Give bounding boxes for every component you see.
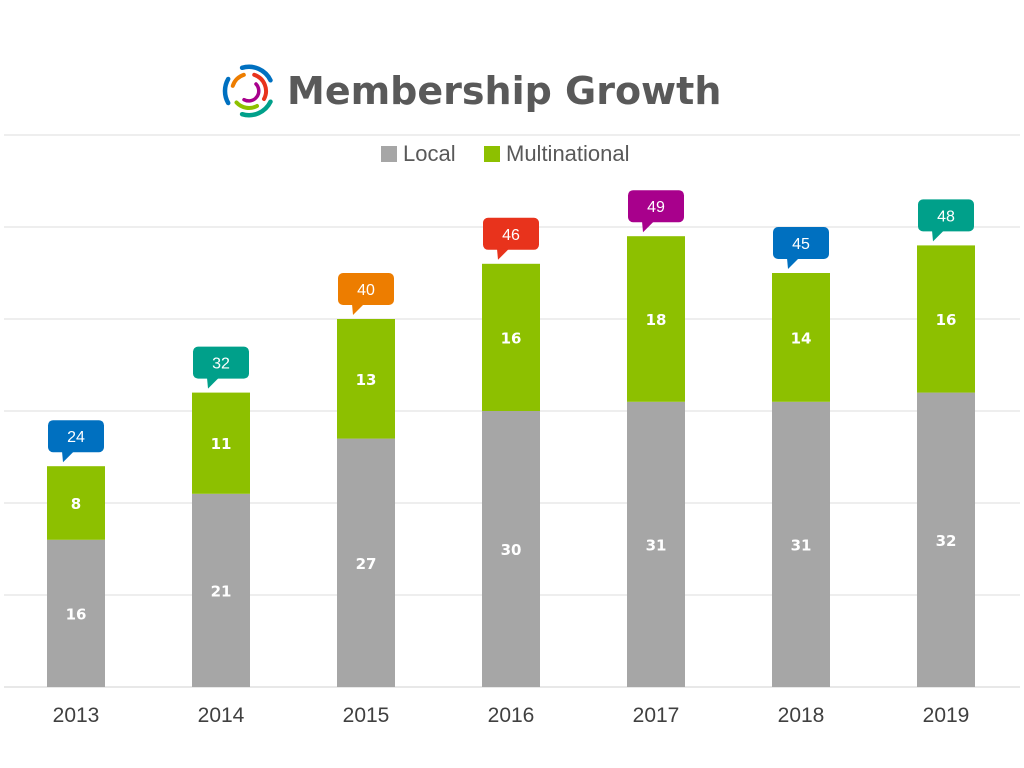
- bar-local-2019: [917, 392, 975, 687]
- callout-bubble: [193, 346, 249, 379]
- bar-multinational-2014: [192, 392, 250, 494]
- callout-bubble: [628, 190, 684, 223]
- value-label-local-2014: 21: [211, 582, 232, 600]
- total-value-label: 46: [502, 227, 520, 244]
- total-value-label: 32: [212, 356, 230, 373]
- bars: 16 8 21 11 27 13 30 16 31 18 31 14 32 16: [47, 236, 975, 687]
- value-label-multinational-2016: 16: [501, 329, 522, 347]
- bar-multinational-2015: [337, 319, 395, 439]
- callout-pointer: [207, 377, 219, 389]
- legend-swatch-multinational: [484, 146, 500, 162]
- legend-label-local: Local: [403, 141, 456, 166]
- total-value-label: 24: [67, 429, 85, 446]
- callout-bubble: [773, 227, 829, 259]
- x-tick-label: 2019: [923, 704, 970, 727]
- value-label-local-2017: 31: [646, 536, 667, 554]
- x-tick-label: 2016: [488, 704, 535, 727]
- bar-multinational-2017: [627, 236, 685, 402]
- bar-multinational-2018: [772, 273, 830, 402]
- total-value-label: 40: [357, 282, 375, 299]
- value-label-local-2016: 30: [501, 541, 522, 559]
- total-callout-2019: 48: [918, 199, 974, 242]
- x-tick-label: 2017: [633, 704, 680, 727]
- bar-local-2013: [47, 539, 105, 687]
- callout-pointer: [497, 248, 509, 260]
- total-value-label: 48: [937, 208, 955, 225]
- callout-bubble: [48, 420, 104, 453]
- bar-local-2018: [772, 401, 830, 687]
- callout-bubble: [918, 199, 974, 232]
- legend: Local Multinational: [381, 141, 630, 166]
- x-tick-label: 2014: [198, 704, 245, 727]
- value-label-multinational-2014: 11: [211, 435, 232, 453]
- value-label-local-2018: 31: [791, 536, 812, 554]
- chart-title: Membership Growth: [287, 69, 721, 113]
- value-label-local-2013: 16: [66, 605, 87, 623]
- callout-bubble: [338, 273, 394, 305]
- x-tick-label: 2015: [343, 704, 390, 727]
- bar-multinational-2016: [482, 263, 540, 411]
- chart-logo-icon: [222, 64, 273, 118]
- callout-pointer: [787, 258, 799, 269]
- bar-local-2015: [337, 438, 395, 687]
- bar-local-2014: [192, 493, 250, 687]
- value-label-multinational-2018: 14: [791, 329, 812, 347]
- legend-label-multinational: Multinational: [506, 141, 630, 166]
- total-callout-2016: 46: [483, 217, 539, 260]
- callout-bubble: [483, 217, 539, 250]
- callout-pointer: [932, 230, 944, 242]
- bar-multinational-2019: [917, 245, 975, 393]
- bar-local-2017: [627, 401, 685, 687]
- total-value-label: 49: [647, 199, 665, 216]
- value-label-multinational-2017: 18: [646, 311, 667, 329]
- total-callout-2013: 24: [48, 420, 104, 463]
- legend-swatch-local: [381, 146, 397, 162]
- total-callout-2018: 45: [773, 227, 829, 269]
- total-callout-2014: 32: [193, 346, 249, 389]
- total-callout-2017: 49: [628, 190, 684, 233]
- x-tick-label: 2013: [53, 704, 100, 727]
- value-label-multinational-2019: 16: [936, 311, 957, 329]
- callout-pointer: [62, 451, 74, 463]
- total-callout-2015: 40: [338, 273, 394, 315]
- total-value-label: 45: [792, 236, 810, 253]
- value-label-multinational-2015: 13: [356, 371, 377, 389]
- x-axis-ticks: 2013 2014 2015 2016 2017 2018 2019: [53, 704, 970, 727]
- bar-local-2016: [482, 411, 540, 687]
- x-tick-label: 2018: [778, 704, 825, 727]
- value-label-multinational-2013: 8: [71, 495, 81, 513]
- bar-multinational-2013: [47, 466, 105, 540]
- callout-pointer: [642, 221, 654, 233]
- value-label-local-2015: 27: [356, 555, 377, 573]
- callout-pointer: [352, 304, 364, 315]
- value-label-local-2019: 32: [936, 532, 957, 550]
- total-labels: 24 32 40 46 49 45 48: [48, 190, 974, 463]
